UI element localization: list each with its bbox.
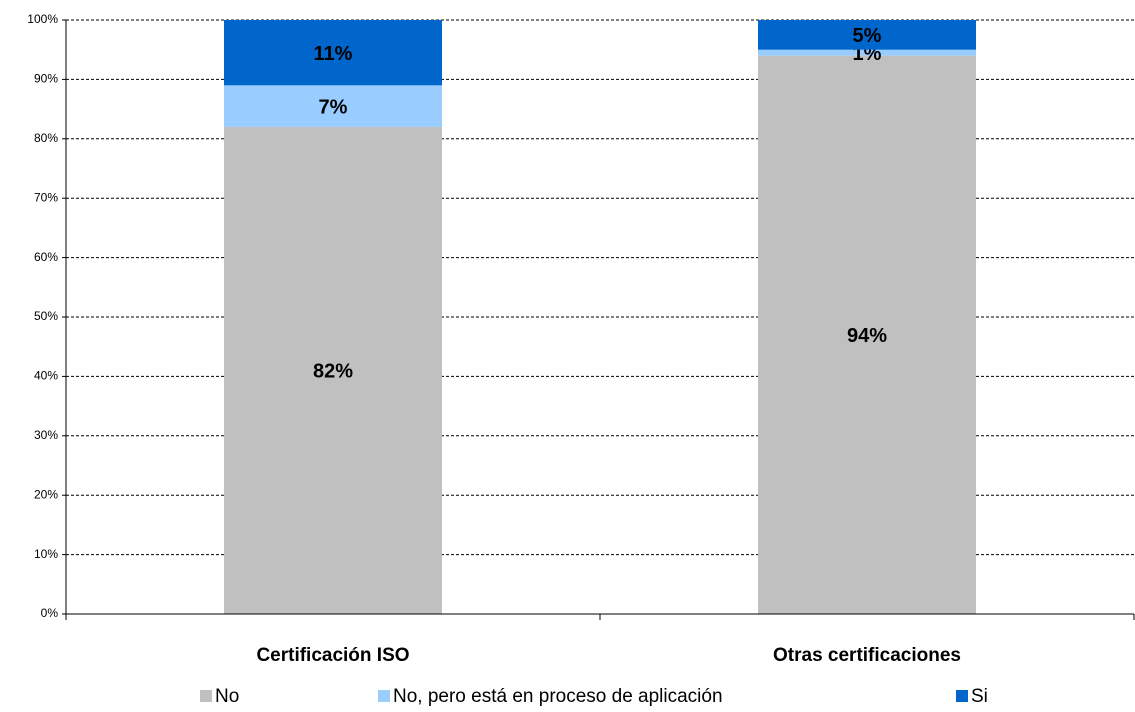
bar-segment: [758, 20, 976, 50]
data-label: 94%: [847, 325, 887, 347]
y-tick-label: 30%: [34, 428, 58, 442]
bar-segment: [758, 55, 976, 614]
data-label: 82%: [313, 361, 353, 383]
data-label: 7%: [319, 96, 348, 118]
bar-segment: [224, 85, 442, 127]
legend-swatch: [378, 690, 390, 702]
bar-segment: [758, 49, 976, 56]
data-label: 5%: [853, 25, 882, 47]
y-tick-label: 90%: [34, 72, 58, 86]
y-tick-label: 60%: [34, 250, 58, 264]
y-tick-label: 40%: [34, 369, 58, 383]
legend-swatch: [956, 690, 968, 702]
y-tick-label: 20%: [34, 487, 58, 501]
legend-label: Si: [971, 686, 988, 707]
legend-label: No, pero está en proceso de aplicación: [393, 686, 723, 707]
bar-segment: [224, 126, 442, 615]
x-tick-label: Otras certificaciones: [773, 645, 961, 666]
y-tick-label: 0%: [41, 606, 59, 620]
y-tick-label: 80%: [34, 131, 58, 145]
x-tick-label: Certificación ISO: [256, 645, 409, 666]
y-tick-label: 10%: [34, 547, 58, 561]
legend-label: No: [215, 686, 239, 707]
bar-segment: [224, 20, 442, 86]
y-tick-label: 70%: [34, 190, 58, 204]
data-label: 11%: [314, 43, 353, 65]
legend-swatch: [200, 690, 212, 702]
y-tick-label: 100%: [27, 12, 58, 26]
y-tick-label: 50%: [34, 309, 58, 323]
